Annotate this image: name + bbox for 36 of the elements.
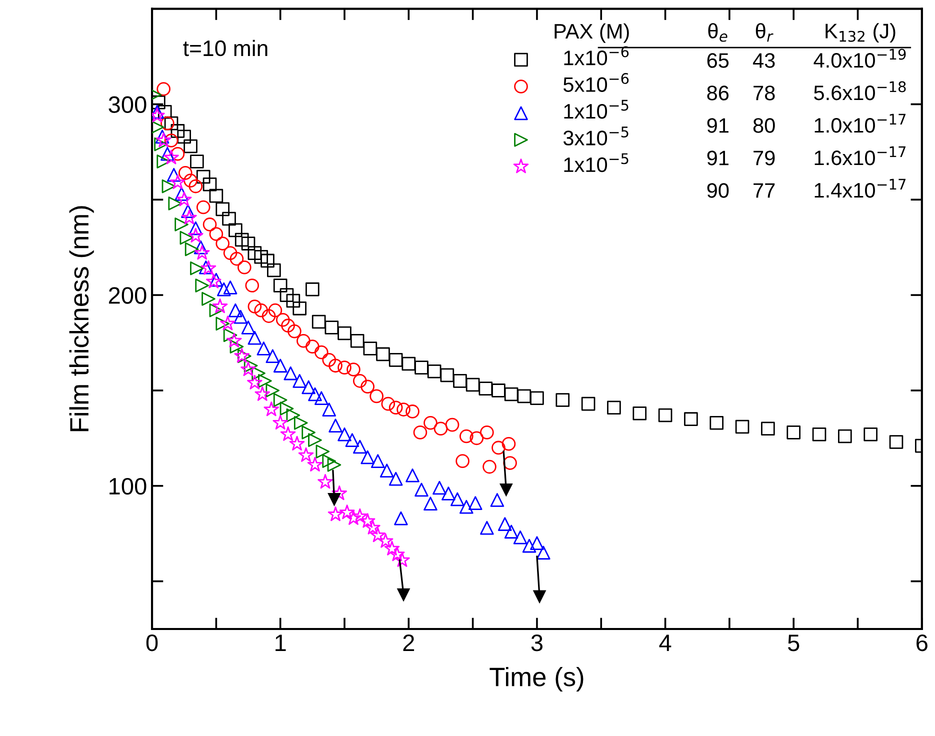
annotation: 1.4x10$^{−17}$ (814, 178, 906, 198)
annotation: 1.6x10$^{−17}$ (814, 146, 906, 166)
y-tick-label: 200 (108, 287, 146, 304)
x-tick-label: 5 (788, 634, 800, 652)
x-tick-label: 3 (531, 634, 542, 652)
legend-label: 5x10$^{−6}$ (564, 72, 629, 92)
annotation: 91 (707, 150, 728, 166)
annotation: 86 (707, 86, 729, 100)
annotation: 4.0x10$^{−19}$ (814, 48, 906, 68)
annotation: 91 (707, 118, 728, 133)
annotation: 1.0x10$^{−17}$ (814, 114, 906, 133)
annotation: θ$_{e}$ (708, 23, 728, 42)
x-tick-label: 1 (276, 634, 286, 651)
annotation: 77 (754, 183, 775, 198)
y-tick-label: 100 (110, 478, 146, 495)
legend-label: 1x10$^{−5}$ (564, 100, 628, 119)
annotation: t=10 min (183, 40, 268, 56)
x-tick-label: 0 (146, 634, 158, 652)
x-axis-title: Time (s) (490, 666, 584, 692)
y-tick-label: 300 (108, 96, 146, 114)
x-tick-label: 4 (659, 634, 672, 651)
annotation: K$_{132}$ (J) (826, 23, 896, 43)
annotation: 43 (752, 53, 775, 68)
legend-label: 1x10$^{−5}$ (564, 153, 628, 172)
annotation: 78 (754, 86, 775, 100)
annotation: 79 (754, 150, 775, 166)
x-tick-label: 6 (916, 634, 928, 652)
legend-title: PAX (M) (554, 23, 629, 43)
annotation: 90 (707, 183, 729, 198)
legend-label: 3x10$^{−5}$ (563, 126, 628, 146)
annotation: 80 (753, 118, 775, 133)
annotation: θ$_{r}$ (756, 23, 774, 42)
annotation: 5.6x10$^{−18}$ (814, 81, 906, 100)
x-tick-label: 2 (403, 634, 414, 651)
y-axis-title: Film thickness (nm) (69, 206, 94, 432)
annotation: 65 (707, 53, 729, 68)
